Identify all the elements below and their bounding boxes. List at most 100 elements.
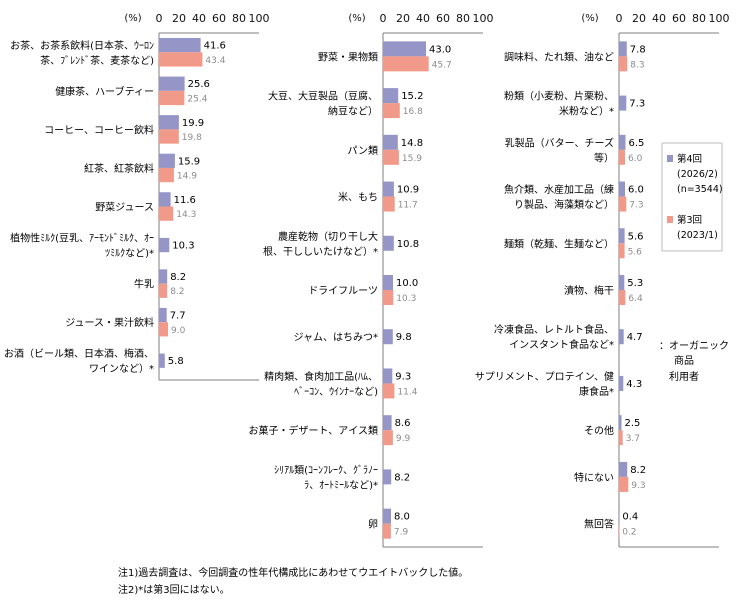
panel-1-value-current-3: 19.9 bbox=[182, 118, 204, 129]
panel-2-bar-current-3 bbox=[383, 134, 398, 150]
panel-3-category-label-1: 調味料、たれ類、油など bbox=[504, 50, 614, 63]
panel-1-category-label-4: 紅茶、紅茶飲料 bbox=[84, 162, 154, 175]
panel-3-category-label-6: 漬物、梅干 bbox=[564, 284, 614, 297]
panel-3-value-current-9: 2.5 bbox=[625, 418, 641, 429]
panel-1-bar-current-6 bbox=[159, 237, 170, 253]
panel-1-bar-current-9 bbox=[159, 353, 165, 368]
panel-2-category-label-10-line-2: ﾗ、ｵｰﾄﾐｰﾙなど)* bbox=[304, 479, 378, 491]
organic-users-label-2: 商品 bbox=[674, 354, 694, 367]
panel-1-bar-previous-4 bbox=[159, 167, 174, 183]
panel-3-category-label-9: その他 bbox=[584, 424, 614, 437]
panel-2-value-current-4: 10.9 bbox=[397, 185, 419, 196]
panel-2-value-previous-9: 9.9 bbox=[396, 434, 411, 444]
panel-2-value-current-5: 10.8 bbox=[397, 239, 419, 250]
panel-1-value-current-5: 11.6 bbox=[174, 195, 196, 206]
panel-3-bar-current-10 bbox=[619, 461, 628, 477]
panel-2-value-previous-1: 45.7 bbox=[432, 60, 452, 70]
panel-3-bar-current-5 bbox=[619, 228, 625, 244]
legend-label-previous-2: (2023/1) bbox=[677, 230, 718, 241]
panel-2: (%) 0 20 40 60 80 10043.045.7野菜・果物類15.216.8大豆、… bbox=[249, 12, 494, 548]
panel-3-value-current-6: 5.3 bbox=[627, 278, 643, 289]
panel-3-value-previous-9: 3.7 bbox=[626, 434, 640, 444]
panel-1-category-label-6-line-2: ﾂﾐﾙｸなど)* bbox=[105, 248, 154, 260]
panel-3-category-label-3-line-1: 乳製品（バター、チーズ bbox=[505, 136, 614, 149]
panel-3-category-label-7-line-2: インスタント食品など* bbox=[509, 338, 614, 351]
panel-2-tick-label-0: 0 bbox=[380, 12, 387, 25]
panel-1-bar-current-8 bbox=[159, 307, 167, 323]
panel-3-value-previous-4: 7.3 bbox=[629, 201, 643, 211]
panel-3-category-label-8-line-2: 康食品* bbox=[579, 385, 614, 398]
panel-3: (%) 0 20 40 60 80 1007.88.3調味料、たれ類、油など7.3粉類（小麦… bbox=[475, 12, 730, 548]
panel-1-category-label-1-line-1: お茶、お茶系飲料(日本茶、ｳｰﾛﾝ bbox=[10, 39, 154, 52]
panel-1-bar-current-4 bbox=[159, 153, 175, 168]
panel-1-bar-previous-7 bbox=[159, 283, 168, 298]
panel-2-bar-current-11 bbox=[383, 508, 391, 524]
panel-3-category-label-2-line-1: 粉類（小麦粉、片栗粉、 bbox=[504, 90, 614, 103]
panel-2-category-label-5-line-1: 農産乾物（切り干し大 bbox=[278, 230, 378, 243]
panel-3-value-current-1: 7.8 bbox=[630, 44, 646, 55]
panel-3-category-label-7-line-1: 冷凍食品、レトルト食品、 bbox=[494, 323, 614, 336]
panel-2-value-previous-8: 11.4 bbox=[397, 387, 417, 397]
panel-3-value-previous-5: 5.6 bbox=[628, 247, 643, 257]
panel-3-bar-current-7 bbox=[619, 329, 624, 345]
panel-2-category-label-2-line-2: 納豆など） bbox=[328, 105, 378, 118]
panel-2-category-label-2-line-1: 大豆、大豆製品（豆腐、 bbox=[268, 90, 378, 103]
panel-1-bar-current-2 bbox=[159, 76, 185, 91]
panel-3-bar-current-2 bbox=[619, 95, 627, 111]
panel-2-tick-label-100: 100 bbox=[473, 12, 494, 25]
panel-2-unit-label: (%) bbox=[348, 13, 365, 24]
panel-3-category-label-2-line-2: 米粉など）* bbox=[559, 105, 614, 118]
panel-1-bar-current-5 bbox=[159, 192, 171, 207]
panel-1-tick-label-20: 20 bbox=[172, 12, 186, 25]
panel-3-value-previous-3: 6.0 bbox=[628, 154, 643, 164]
panel-1-category-label-9-line-1: お酒（ビール類、日本酒、梅酒、 bbox=[4, 347, 154, 360]
panel-2-bar-current-10 bbox=[383, 469, 392, 485]
panel-1-bar-previous-2 bbox=[159, 90, 185, 106]
panel-1-value-previous-4: 14.9 bbox=[177, 172, 197, 182]
panel-2-tick-label-60: 60 bbox=[436, 12, 450, 25]
panel-1-value-previous-7: 8.2 bbox=[170, 287, 184, 297]
panel-2-bar-current-2 bbox=[383, 88, 399, 104]
panel-2-tick-label-80: 80 bbox=[456, 12, 470, 25]
panel-3-value-previous-6: 6.4 bbox=[628, 294, 643, 304]
panel-2-bar-previous-9 bbox=[383, 430, 393, 446]
panel-2-category-label-9: お菓子・デザート、アイス類 bbox=[249, 424, 379, 437]
panel-2-value-previous-11: 7.9 bbox=[394, 528, 409, 538]
panel-2-category-label-5-line-2: 根、干ししいたけなど）* bbox=[263, 245, 378, 258]
panel-2-bar-current-6 bbox=[383, 275, 393, 290]
panel-3-value-current-2: 7.3 bbox=[629, 99, 645, 110]
panel-1-tick-label-60: 60 bbox=[212, 12, 226, 25]
panel-1: (%) 0 20 40 60 80 100 41.6 43.4 お茶、お茶系飲料(日本茶、ｳｰﾛﾝ… bbox=[4, 12, 270, 381]
panel-1-tick-label-0: 0 bbox=[156, 12, 163, 25]
panel-1-bar-previous-3 bbox=[159, 129, 179, 144]
panel-3-tick-label-0: 0 bbox=[616, 12, 623, 25]
panel-2-category-label-6: ドライフルーツ bbox=[308, 285, 378, 297]
panel-2-category-label-8-line-1: 精肉類、食肉加工品(ﾊﾑ、 bbox=[264, 370, 378, 383]
panel-1-tick-label-40: 40 bbox=[192, 12, 206, 25]
panel-3-bar-previous-10 bbox=[619, 476, 629, 492]
panel-3-bar-current-9 bbox=[619, 415, 622, 431]
panel-1-category-label-9-line-2: ワインなど）* bbox=[89, 363, 154, 375]
footnote-1: 注1)過去調査は、今回調査の性年代構成比にあわせてウエイトバックした値。 bbox=[118, 566, 468, 579]
panel-3-bar-previous-1 bbox=[619, 56, 628, 72]
panel-3-bar-previous-4 bbox=[619, 196, 627, 212]
panel-3-tick-label-80: 80 bbox=[692, 12, 706, 25]
panel-3-category-label-10: 特にない bbox=[574, 472, 614, 484]
panel-2-bar-previous-4 bbox=[383, 196, 395, 212]
panel-1-tick-label-100: 100 bbox=[249, 12, 270, 25]
panel-2-value-current-7: 9.8 bbox=[396, 332, 412, 343]
panel-2-value-current-2: 15.2 bbox=[401, 91, 423, 102]
panel-2-category-label-1: 野菜・果物類 bbox=[318, 50, 378, 63]
panel-3-bar-previous-6 bbox=[619, 290, 626, 305]
panel-1-bar-current-1 bbox=[159, 38, 201, 53]
panel-3-tick-label-60: 60 bbox=[672, 12, 686, 25]
panel-2-category-label-10-line-1: ｼﾘｱﾙ類(ｺｰﾝﾌﾚｰｸ、ｸﾞﾗﾉｰ bbox=[274, 464, 378, 476]
panel-2-value-previous-3: 15.9 bbox=[402, 154, 422, 164]
panel-3-category-label-4-line-2: り製品、海藻類など） bbox=[514, 198, 614, 211]
panel-1-tick-label-80: 80 bbox=[232, 12, 246, 25]
panel-1-value-previous-5: 14.3 bbox=[176, 210, 196, 220]
panel-1-category-label-3: コーヒー、コーヒー飲料 bbox=[44, 123, 154, 136]
panel-2-bar-previous-8 bbox=[383, 383, 395, 399]
panel-1-bar-current-7 bbox=[159, 269, 168, 284]
panel-1-category-label-7: 牛乳 bbox=[134, 278, 154, 291]
